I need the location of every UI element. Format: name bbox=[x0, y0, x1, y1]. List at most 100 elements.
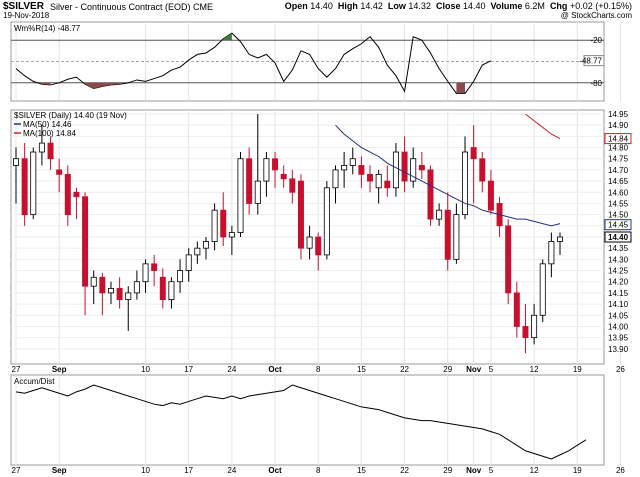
x-tick-label: 12 bbox=[530, 365, 539, 374]
ma50-tag-label: 14.45 bbox=[608, 221, 629, 230]
candle-body bbox=[246, 158, 253, 204]
candle-body bbox=[237, 158, 244, 233]
candle-body bbox=[462, 151, 469, 216]
wr-level-label: -80 bbox=[590, 79, 602, 88]
y-tick-label: 14.60 bbox=[608, 188, 629, 197]
volume-label: Volume bbox=[490, 1, 523, 11]
candle-body bbox=[220, 209, 227, 238]
y-tick-label: 14.10 bbox=[608, 300, 629, 309]
candle-body bbox=[30, 151, 37, 216]
y-tick-label: 14.75 bbox=[608, 155, 629, 164]
chg-value: +0.02 (+0.15%) bbox=[569, 1, 632, 11]
x-tick-label: Sep bbox=[52, 365, 67, 374]
volume-value: 6.2M bbox=[524, 1, 545, 11]
candle-body bbox=[107, 288, 114, 294]
candle-body bbox=[539, 263, 546, 316]
symbol-label: $SILVER bbox=[3, 1, 44, 12]
close-label: Close bbox=[435, 1, 461, 11]
chart-header: $SILVER Silver - Continuous Contract (EO… bbox=[0, 0, 640, 22]
wr-current-label: -48.77 bbox=[579, 57, 602, 66]
open-value: 14.40 bbox=[310, 1, 333, 11]
x-tick-label: 15 bbox=[357, 365, 366, 374]
accum-panel-frame bbox=[10, 374, 605, 466]
candle-body bbox=[557, 236, 563, 242]
y-tick-label: 14.05 bbox=[608, 311, 629, 320]
candle-body bbox=[38, 142, 45, 153]
x-tick-label: 26 bbox=[616, 365, 625, 374]
candle-body bbox=[306, 236, 313, 249]
candle-body bbox=[133, 281, 140, 294]
wr-oversold-fill bbox=[85, 82, 120, 89]
candle-body bbox=[375, 173, 382, 189]
y-tick-label: 13.90 bbox=[608, 345, 629, 354]
high-label: High bbox=[337, 1, 358, 11]
wr-oversold-fill bbox=[41, 82, 51, 85]
y-tick-label: 14.80 bbox=[608, 144, 629, 153]
x-tick-label: 10 bbox=[141, 466, 150, 475]
candle-body bbox=[142, 263, 149, 283]
candle-body bbox=[392, 151, 399, 189]
candle-body bbox=[64, 173, 71, 216]
x-tick-label: 8 bbox=[316, 466, 321, 475]
candle-body bbox=[470, 147, 477, 160]
candle-body bbox=[444, 209, 451, 260]
x-tick-label: 27 bbox=[12, 466, 21, 475]
symbol-description: Silver - Continuous Contract (EOD) CME bbox=[50, 2, 214, 12]
accum-dist-line bbox=[15, 384, 587, 460]
y-tick-label: 14.15 bbox=[608, 289, 629, 298]
candle-body bbox=[349, 158, 356, 166]
y-tick-label: 14.35 bbox=[608, 244, 629, 253]
close-value: 14.40 bbox=[463, 1, 486, 11]
ma50-legend: MA(50) 14.46 bbox=[23, 120, 72, 129]
wr-legend: Wm%R(14) -48.77 bbox=[14, 24, 81, 33]
x-tick-label: Oct bbox=[268, 365, 282, 374]
x-tick-label: 29 bbox=[443, 365, 452, 374]
low-label: Low bbox=[387, 1, 406, 11]
candle-body bbox=[453, 214, 460, 260]
last-price-tag bbox=[604, 231, 632, 243]
wr-oversold-fill bbox=[456, 82, 466, 94]
candle-body bbox=[289, 178, 296, 193]
wr-level-label: -20 bbox=[590, 36, 602, 45]
chg-label: Chg bbox=[549, 1, 568, 11]
candle-body bbox=[116, 288, 123, 301]
y-tick-label: 14.30 bbox=[608, 255, 629, 264]
x-tick-label: Sep bbox=[52, 466, 67, 475]
ma50-tag bbox=[604, 219, 632, 231]
candle-body bbox=[13, 158, 19, 166]
candle-body bbox=[90, 276, 97, 287]
candle-body bbox=[82, 196, 89, 287]
accum-legend: Accum/Dist bbox=[14, 377, 55, 386]
candle-body bbox=[125, 292, 132, 301]
y-tick-label: 13.95 bbox=[608, 334, 629, 343]
ma100-tag bbox=[604, 133, 632, 145]
open-label: Open bbox=[284, 1, 308, 11]
candle-body bbox=[315, 236, 322, 256]
y-tick-label: 14.20 bbox=[608, 278, 629, 287]
ma50-line bbox=[335, 124, 561, 227]
ma100-line bbox=[525, 113, 561, 140]
candle-body bbox=[323, 187, 330, 256]
candle-body bbox=[168, 281, 175, 301]
x-tick-label: Nov bbox=[466, 466, 482, 475]
x-tick-label: 24 bbox=[227, 365, 236, 374]
x-tick-label: 5 bbox=[489, 365, 494, 374]
candle-body bbox=[280, 173, 287, 180]
candle-body bbox=[228, 232, 235, 238]
candle-body bbox=[427, 169, 434, 220]
high-value: 14.42 bbox=[360, 1, 383, 11]
y-tick-label: 14.90 bbox=[608, 121, 629, 130]
x-tick-label: 19 bbox=[573, 466, 582, 475]
candle-body bbox=[159, 276, 166, 301]
x-tick-label: 27 bbox=[12, 365, 21, 374]
candle-body bbox=[332, 169, 339, 189]
x-tick-label: 24 bbox=[227, 466, 236, 475]
ma100-legend: MA(100) 14.84 bbox=[23, 129, 76, 138]
candle-body bbox=[297, 180, 304, 249]
candle-body bbox=[194, 247, 201, 256]
candle-body bbox=[21, 158, 28, 216]
y-tick-label: 14.50 bbox=[608, 211, 629, 220]
x-tick-label: 8 bbox=[316, 365, 321, 374]
candle-body bbox=[367, 173, 374, 182]
